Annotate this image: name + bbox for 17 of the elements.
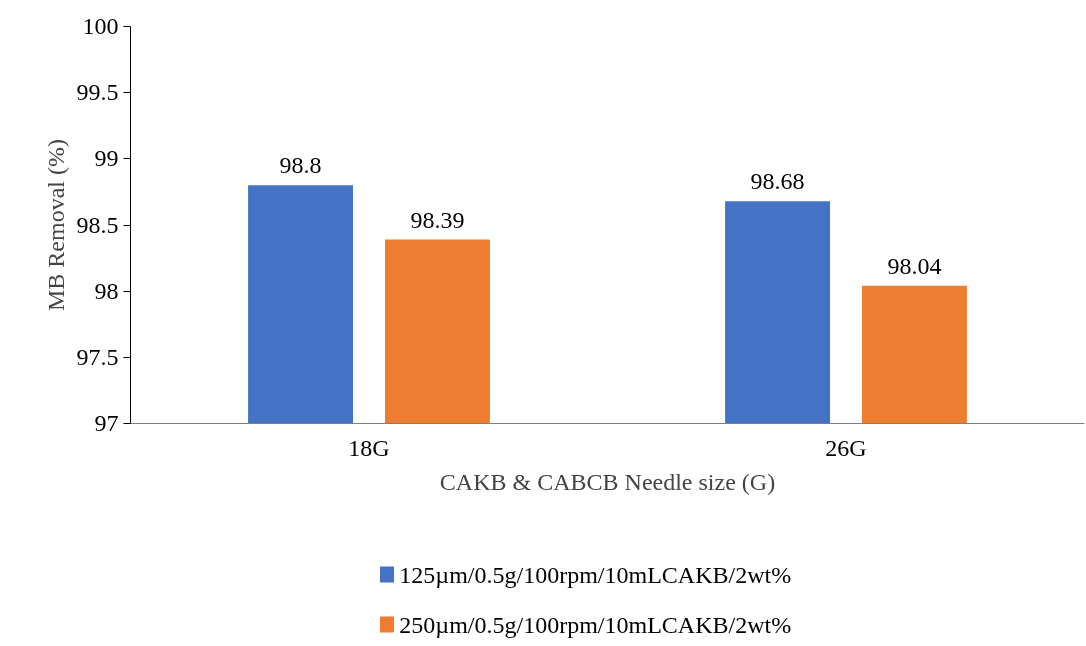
data-label: 98.68 bbox=[750, 168, 805, 195]
y-tick-label: 97 bbox=[94, 410, 119, 436]
x-tick-label: 18G bbox=[348, 434, 390, 461]
y-tick-label: 97.5 bbox=[76, 343, 119, 370]
y-tick-label: 98.5 bbox=[76, 211, 119, 238]
data-label: 98.04 bbox=[887, 252, 942, 279]
x-tick-label: 26G bbox=[825, 434, 867, 461]
data-label: 98.8 bbox=[279, 152, 322, 179]
y-tick-label: 100 bbox=[82, 13, 119, 39]
legend-label: 250µm/0.5g/100rpm/10mLCAKB/2wt% bbox=[399, 611, 792, 638]
y-tick-label: 99.5 bbox=[76, 79, 119, 106]
y-axis-title: MB Removal (%) bbox=[42, 139, 69, 311]
data-label: 98.39 bbox=[410, 206, 465, 233]
legend-label: 125µm/0.5g/100rpm/10mLCAKB/2wt% bbox=[399, 561, 792, 588]
x-axis-title: CAKB & CABCB Needle size (G) bbox=[439, 468, 776, 495]
y-tick-label: 99 bbox=[94, 145, 119, 172]
y-tick-label: 98 bbox=[94, 277, 119, 304]
